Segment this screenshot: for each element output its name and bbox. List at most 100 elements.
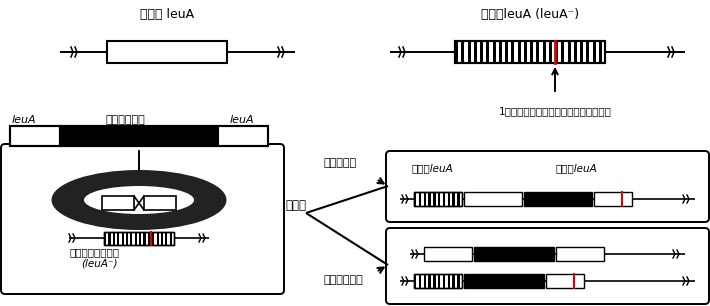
Bar [428,274,431,288]
Bar [574,41,577,63]
Bar [102,196,134,210]
Bar [113,232,115,244]
Bar [498,41,502,63]
Bar [104,232,106,244]
Bar [156,232,159,244]
Bar [464,192,522,206]
Bar [139,232,141,244]
Bar [126,232,128,244]
Bar [419,274,421,288]
Bar [455,41,458,63]
Bar [161,232,163,244]
Bar [414,274,462,288]
Bar [455,41,605,63]
Bar [104,232,174,244]
Bar [424,192,426,206]
Text: 野生型leuA: 野生型leuA [412,163,454,173]
Text: 発現カセット: 発現カセット [105,115,145,125]
Bar [493,41,496,63]
Text: 変異型leuA: 変異型leuA [555,163,596,173]
Bar [419,192,421,206]
Bar [60,126,218,146]
Bar [599,41,602,63]
Bar [438,192,440,206]
Bar [457,192,459,206]
FancyBboxPatch shape [1,144,284,294]
Ellipse shape [52,170,226,230]
Text: ロイシン要求性株: ロイシン要求性株 [69,247,119,257]
Bar [505,41,508,63]
Text: 非相同組換え: 非相同組換え [323,275,363,285]
Bar [511,41,514,63]
Bar [474,41,477,63]
Bar [546,274,584,288]
Bar [549,41,552,63]
Bar [148,232,150,244]
Bar [10,126,268,146]
Bar [518,41,520,63]
Bar [143,232,146,244]
Bar [474,247,554,261]
Bar [447,274,450,288]
Bar [593,41,596,63]
Bar [457,274,459,288]
Bar [424,274,426,288]
Bar [104,232,174,244]
Bar [428,192,431,206]
Bar [542,41,545,63]
Bar [480,41,483,63]
Text: leuA: leuA [230,115,255,125]
Bar [218,126,268,146]
FancyBboxPatch shape [386,151,709,222]
Bar [467,41,471,63]
Bar [536,41,540,63]
Text: 変異型leuA (leuA⁻): 変異型leuA (leuA⁻) [481,8,579,21]
FancyBboxPatch shape [386,228,709,304]
Text: leuA: leuA [12,115,37,125]
Bar [424,247,472,261]
Bar [486,41,489,63]
Bar [567,41,571,63]
Bar [524,192,592,206]
Bar [109,232,111,244]
Bar [555,41,558,63]
Bar [438,274,440,288]
Text: 組換え: 組換え [285,199,306,211]
Bar [452,192,455,206]
Bar [524,41,527,63]
Bar [462,41,464,63]
Text: 野生型 leuA: 野生型 leuA [140,8,194,21]
Bar [107,41,227,63]
Bar [556,247,604,261]
Bar [170,232,172,244]
Bar [452,274,455,288]
Bar [414,192,462,206]
Text: (leuA⁻): (leuA⁻) [81,258,117,268]
Bar [580,41,583,63]
Bar [447,192,450,206]
Bar [10,126,60,146]
Bar [433,274,436,288]
Bar [121,232,124,244]
Bar [130,232,133,244]
Bar [594,192,632,206]
Bar [152,232,154,244]
Bar [433,192,436,206]
Bar [144,196,176,210]
Bar [414,192,416,206]
Bar [135,232,137,244]
Bar [443,274,445,288]
Bar [414,274,462,288]
Bar [561,41,564,63]
Text: 1塩基置換によりストップコドンが出現: 1塩基置換によりストップコドンが出現 [498,106,611,116]
Bar [443,192,445,206]
Bar [117,232,119,244]
Bar [414,192,462,206]
Bar [586,41,589,63]
Bar [455,41,605,63]
Bar [464,274,544,288]
Bar [414,274,416,288]
Text: 相同組換え: 相同組換え [323,158,356,168]
Bar [165,232,168,244]
Bar [530,41,533,63]
